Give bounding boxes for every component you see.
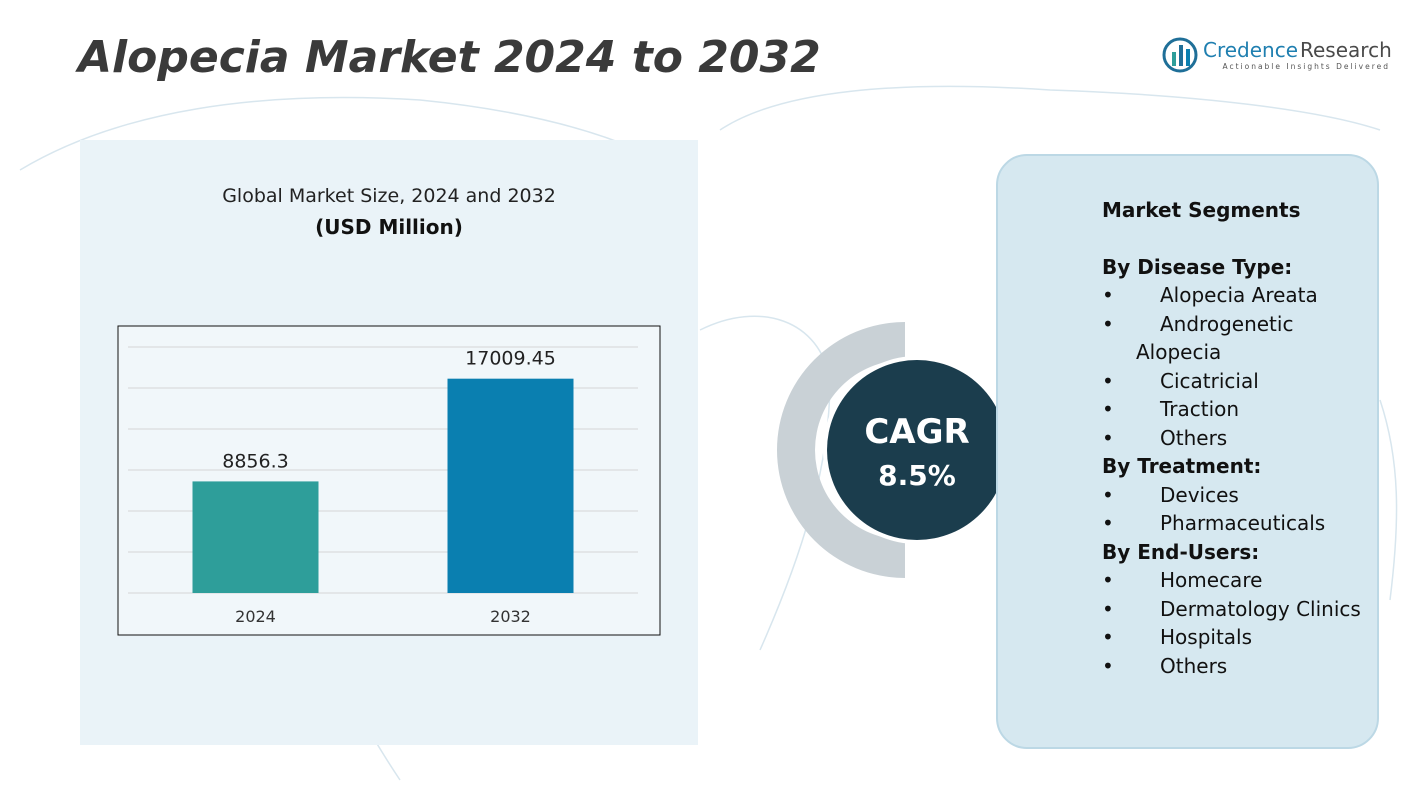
cagr-label: CAGR bbox=[864, 412, 969, 452]
segment-item: Cicatricial bbox=[1102, 367, 1364, 396]
bar bbox=[447, 378, 574, 593]
x-tick-label: 2024 bbox=[235, 607, 276, 626]
chart-subtitle: (USD Million) bbox=[315, 215, 463, 239]
segment-item: Hospitals bbox=[1102, 623, 1364, 652]
segments: Market Segments By Disease Type:Alopecia… bbox=[1102, 196, 1364, 680]
segment-item: Others bbox=[1102, 652, 1364, 681]
segments-title: Market Segments bbox=[1102, 198, 1301, 222]
chart-title: Global Market Size, 2024 and 2032 bbox=[222, 185, 556, 207]
bars: 2024 8856.3 2032 17009.45 bbox=[192, 348, 574, 626]
segment-item: Traction bbox=[1102, 395, 1364, 424]
segment-item: Devices bbox=[1102, 481, 1364, 510]
x-tick-label: 2032 bbox=[490, 607, 531, 626]
logo-brand: Credence bbox=[1203, 38, 1298, 62]
logo-tagline: Actionable Insights Delivered bbox=[1222, 62, 1390, 71]
logo-brand: Research bbox=[1300, 38, 1392, 62]
cagr-circle bbox=[827, 360, 1007, 540]
logo-icon bbox=[1172, 52, 1176, 66]
segment-heading: By Treatment: bbox=[1102, 454, 1262, 478]
data-label: 17009.45 bbox=[465, 348, 556, 370]
logo-icon bbox=[1186, 49, 1190, 66]
segment-heading: By End-Users: bbox=[1102, 539, 1260, 564]
page-title: Alopecia Market 2024 to 2032 bbox=[75, 32, 821, 83]
segment-item: Dermatology Clinics bbox=[1102, 595, 1364, 624]
logo: Credence Research Actionable Insights De… bbox=[1162, 37, 1392, 73]
segment-item: Pharmaceuticals bbox=[1102, 509, 1364, 538]
segment-item: Androgenetic Alopecia bbox=[1102, 310, 1364, 367]
cagr-value: 8.5% bbox=[878, 459, 956, 492]
bar bbox=[192, 481, 319, 593]
segment-heading: By Disease Type: bbox=[1102, 254, 1293, 279]
segment-item: Alopecia Areata bbox=[1102, 281, 1364, 310]
logo-icon bbox=[1162, 37, 1198, 73]
data-label: 8856.3 bbox=[222, 450, 288, 472]
cagr-ring bbox=[777, 322, 905, 578]
chart-panel bbox=[80, 140, 698, 745]
logo-icon bbox=[1179, 45, 1183, 66]
segment-item: Others bbox=[1102, 424, 1364, 453]
segment-item: Homecare bbox=[1102, 566, 1364, 595]
